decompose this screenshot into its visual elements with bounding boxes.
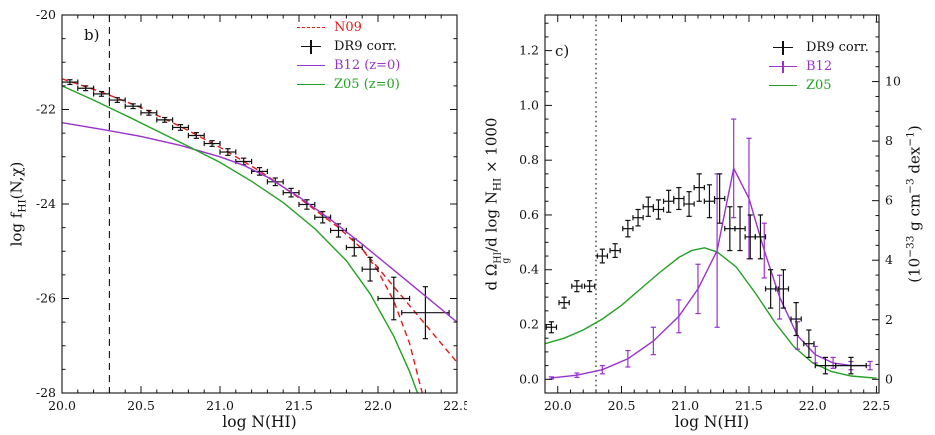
series-z05 [545,247,877,379]
legend-label: B12 [806,59,833,74]
panel-b-legend: N09 DR9 corr. B12 (z=0) Z05 (z=0) [296,18,400,94]
tick-label: 0.2 [519,317,539,332]
tick-label: 6 [885,193,893,208]
tick-label: 20.0 [48,398,76,413]
ylabel-superscript: −1 [904,131,917,147]
error-bar-cross-symbol [768,40,798,55]
panel-b-tag: b) [84,26,100,44]
tick-label: 22.5 [863,398,891,413]
ylabel-text: log f [7,212,26,247]
series-group [62,78,457,393]
line-symbol [296,59,326,73]
ylabel-text: g cm [905,193,924,236]
tick-label: -28 [36,385,56,400]
tick-label: 21.5 [285,398,313,413]
tick-label: 21.5 [735,398,763,413]
legend-label: DR9 corr. [806,40,869,55]
panel-c-tag: c) [555,42,570,60]
tick-label: 4 [885,252,893,267]
panel-c: 20.0 20.5 21.0 21.5 22.0 22.5 0.0 0.2 0.4 0.6 0.8 1… [467,0,935,435]
tick-label: 22.0 [799,398,827,413]
legend-label: B12 (z=0) [334,58,401,73]
tick-label: -20 [36,7,56,22]
legend-label: Z05 [806,78,832,93]
tick-label: 0.8 [519,152,539,167]
line-with-error-bar-symbol [768,60,798,74]
tick-label: 21.0 [671,398,699,413]
error-bar-cross-symbol [296,39,326,54]
tick-label: 0.4 [519,262,539,277]
legend-item-b12: B12 [768,57,869,76]
plot-frame [544,14,880,394]
panel-b: 20.0 20.5 21.0 21.5 22.0 22.5 -20 -22 -24 -26 -28 … [0,0,468,435]
ylabel-text: × 1000 [482,117,501,178]
dashed-line-symbol [296,21,326,35]
series-dr9-corr- [62,79,450,340]
tick-label: -26 [36,291,56,306]
tick-label: -24 [36,196,56,211]
tick-label: 8 [885,133,893,148]
series-b12 [548,118,873,380]
series-z05-z-0- [62,85,419,393]
tick-label: 20.5 [127,398,155,413]
panel-c-x-axis-label: log N(HI) [674,413,750,431]
ylabel-text: ) [905,125,924,132]
tick-label: 22.5 [443,398,467,413]
legend-item-dr9: DR9 corr. [768,38,869,57]
ylabel-text: (N,χ) [7,161,26,200]
panel-c-chart: 20.0 20.5 21.0 21.5 22.0 22.50.00.20.40.60.81… [519,14,901,413]
panel-c-left-y-axis-label: d Ω HI g/d log NHI × 1000 [483,118,512,291]
legend-label: N09 [334,20,362,35]
omega-supsub: HI g [493,252,513,264]
ylabel-superscript: −3 [904,178,917,194]
tick-label: 20.5 [608,398,636,413]
line-symbol [768,79,798,93]
panel-b-x-axis-label: log N(HI) [222,413,297,431]
tick-label: 0 [885,371,893,386]
series-b12-z-0- [62,122,457,323]
line-symbol [296,78,326,92]
tick-label: 21.0 [206,398,234,413]
tick-label: 0.0 [519,371,539,386]
tick-label: 20.0 [544,398,572,413]
ylabel-text: /d log N [482,191,501,252]
ylabel-subscript: HI [16,199,29,213]
ylabel-text: (10 [905,257,924,283]
panel-b-chart: 20.0 20.5 21.0 21.5 22.0 22.5 -20 -22 -24 -26 -28 [36,7,467,413]
legend-item-dr9: DR9 corr. [296,37,400,56]
legend-label: DR9 corr. [334,39,397,54]
ylabel-text: dex [905,146,924,179]
legend-item-b12: B12 (z=0) [296,56,400,75]
legend-item-n09: N09 [296,18,400,37]
ylabel-superscript: −33 [904,235,917,258]
tick-label: 22.0 [364,398,392,413]
ylabel-text: d Ω [482,263,501,291]
panel-c-legend: DR9 corr. B12 Z05 [768,38,869,95]
tick-label: 1.0 [519,97,539,112]
tick-label: -22 [36,102,56,117]
tick-label: 2 [885,312,893,327]
ylabel-subscript: g [501,257,513,264]
series-n09 [62,78,423,393]
tick-label: 0.6 [519,207,539,222]
tick-label: 10 [885,74,901,89]
tick-label: 1.2 [519,43,539,58]
series-dr9-corr- [545,173,867,375]
panel-b-y-axis-label: log fHI(N,χ) [8,162,29,247]
panel-c-right-y-axis-label: (10−33 g cm−3 dex−1) [905,125,924,282]
ylabel-subscript: HI [491,177,504,192]
series-group [545,118,877,380]
legend-item-z05: Z05 [768,76,869,95]
legend-label: Z05 (z=0) [334,77,400,92]
legend-item-z05: Z05 (z=0) [296,75,400,94]
